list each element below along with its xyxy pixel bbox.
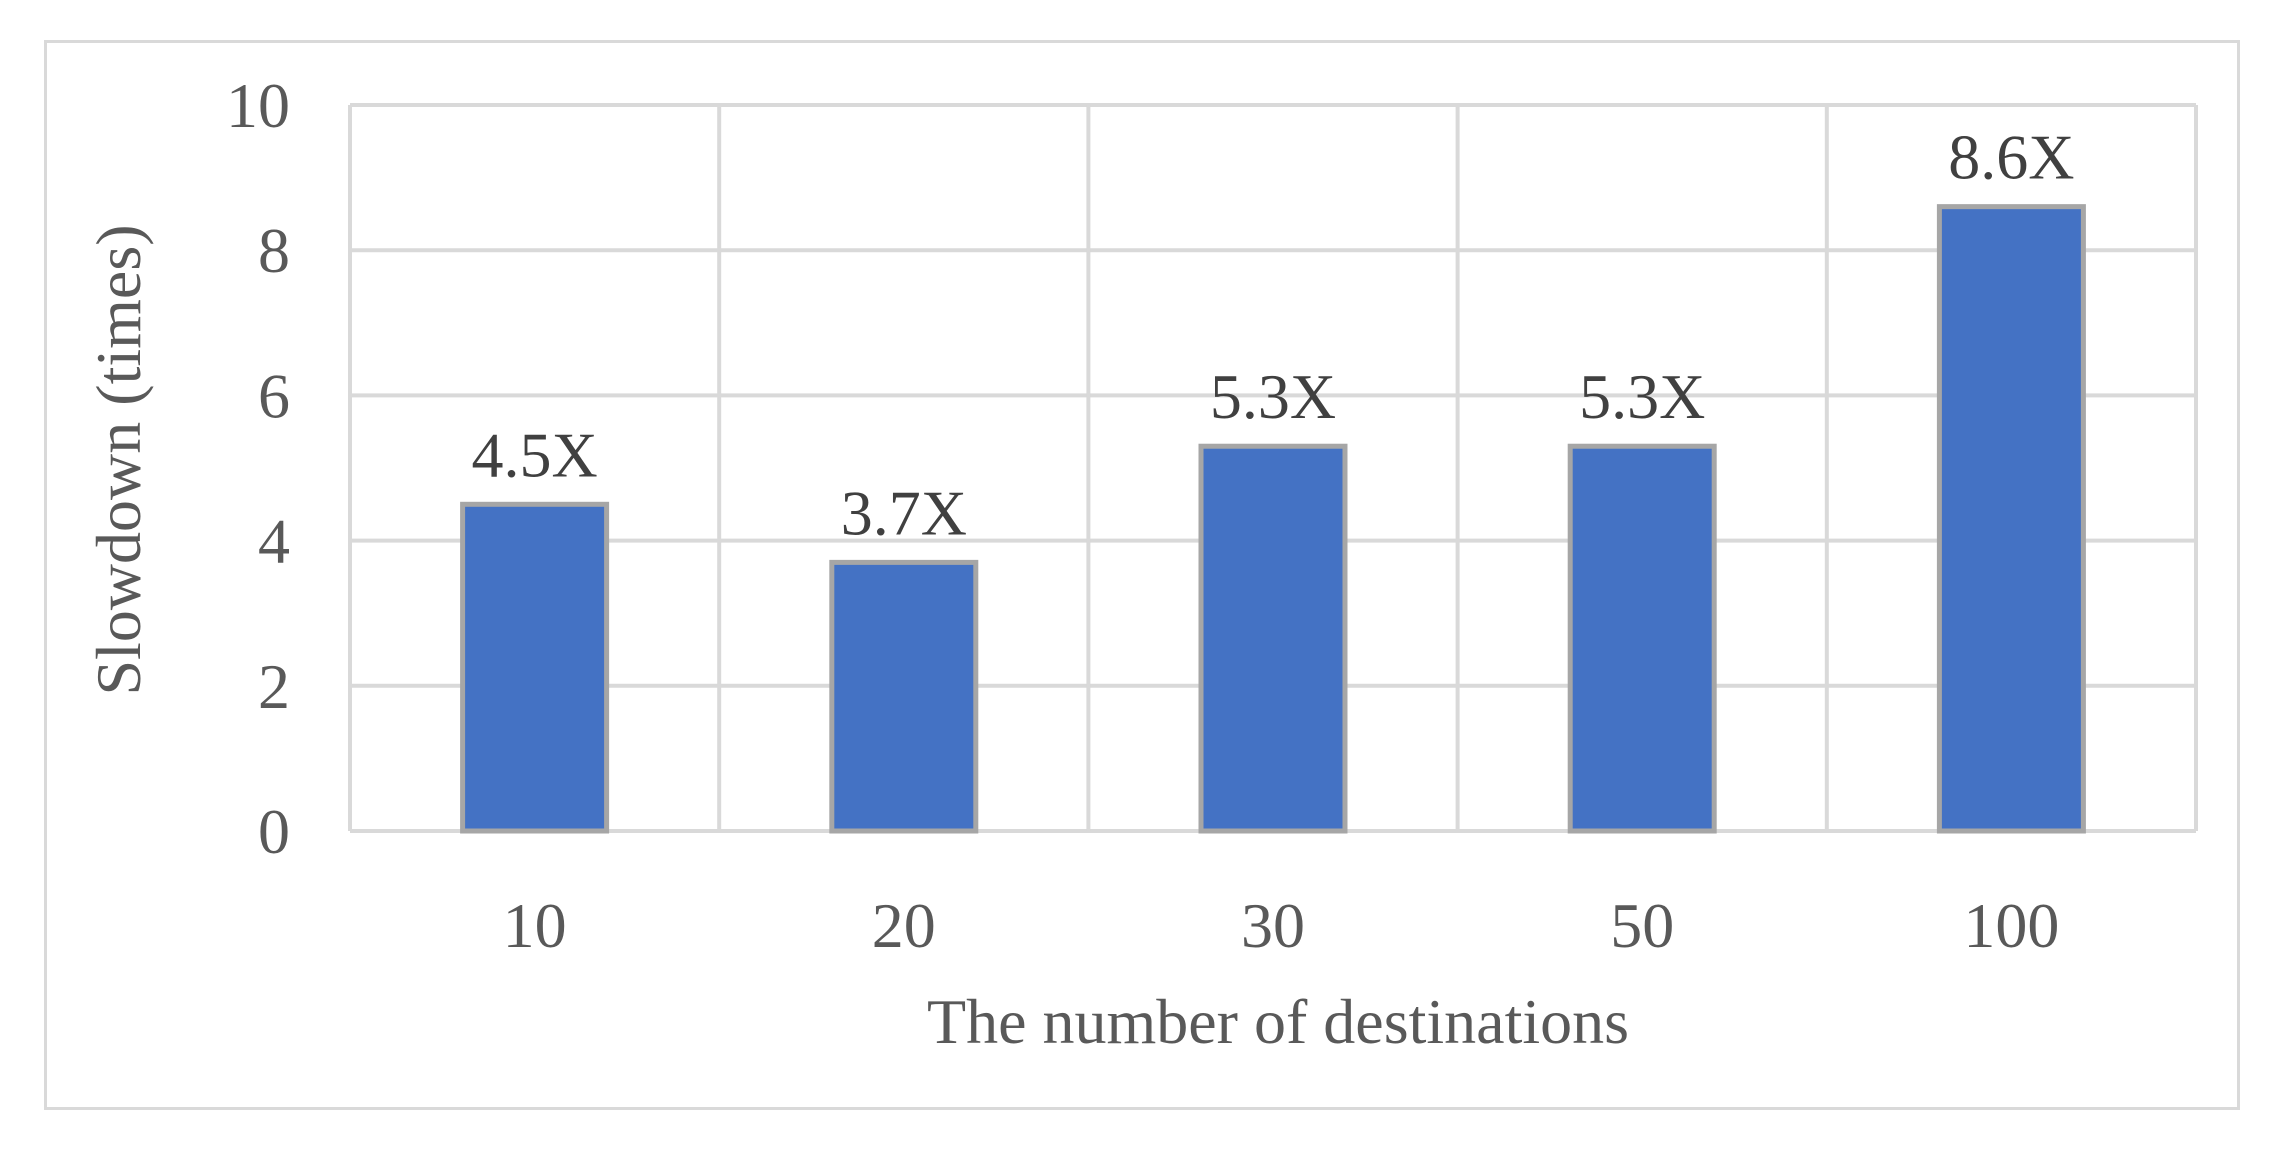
y-axis-label: Slowdown (times) <box>83 224 154 695</box>
x-axis-label: The number of destinations <box>927 986 1629 1057</box>
x-tick-label: 30 <box>1241 890 1305 961</box>
chart-frame <box>44 40 2240 1110</box>
x-tick-label: 50 <box>1610 890 1674 961</box>
y-tick-label: 6 <box>258 360 290 431</box>
y-tick-label: 0 <box>258 796 290 867</box>
x-tick-label: 100 <box>1963 890 2059 961</box>
bar <box>1936 204 2086 834</box>
x-tick-labels: 10 20 30 50 100 <box>503 890 2060 961</box>
bar <box>829 559 979 834</box>
data-label: 5.3X <box>1210 361 1336 432</box>
y-tick-labels: 0 2 4 6 8 10 <box>226 70 290 867</box>
bar <box>1198 443 1348 834</box>
y-tick-label: 2 <box>258 651 290 722</box>
bar <box>460 501 610 834</box>
gridlines <box>348 103 2198 833</box>
bar <box>1567 443 1717 834</box>
data-label: 4.5X <box>471 419 597 490</box>
data-labels: 4.5X 3.7X 5.3X 5.3X 8.6X <box>471 122 2074 549</box>
y-tick-label: 8 <box>258 215 290 286</box>
y-tick-label: 4 <box>258 506 290 577</box>
bars <box>460 204 2086 834</box>
data-label: 3.7X <box>841 477 967 548</box>
x-tick-label: 10 <box>503 890 567 961</box>
y-tick-label: 10 <box>226 70 290 141</box>
data-label: 8.6X <box>1948 122 2074 193</box>
x-tick-label: 20 <box>872 890 936 961</box>
data-label: 5.3X <box>1579 361 1705 432</box>
